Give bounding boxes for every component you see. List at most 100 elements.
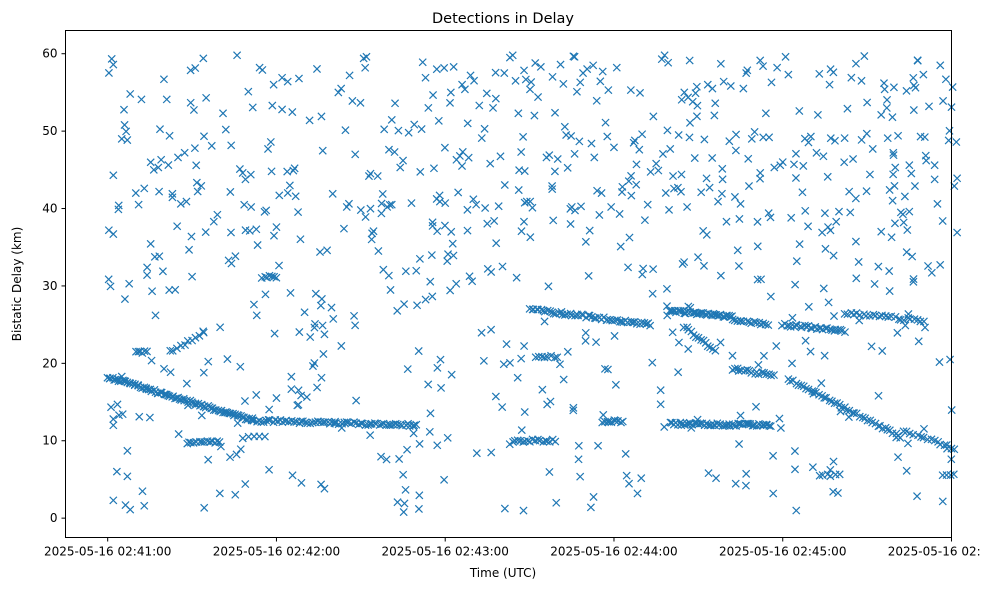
scatter-point bbox=[890, 219, 899, 228]
scatter-point bbox=[716, 338, 725, 347]
scatter-point bbox=[604, 86, 613, 95]
scatter-point bbox=[487, 448, 496, 457]
scatter-point bbox=[766, 213, 775, 222]
scatter-point bbox=[678, 259, 687, 268]
scatter-point bbox=[652, 159, 661, 168]
scatter-point bbox=[428, 218, 437, 227]
scatter-point bbox=[830, 399, 839, 408]
scatter-point bbox=[788, 313, 797, 322]
scatter-point bbox=[948, 83, 957, 92]
scatter-point bbox=[232, 450, 241, 459]
scatter-point bbox=[728, 315, 737, 324]
scatter-point bbox=[649, 112, 658, 121]
scatter-point bbox=[820, 393, 829, 402]
scatter-point bbox=[154, 163, 163, 172]
scatter-point bbox=[883, 95, 892, 104]
scatter-point bbox=[891, 163, 900, 172]
scatter-point bbox=[577, 202, 586, 211]
scatter-point bbox=[393, 498, 402, 507]
scatter-point bbox=[421, 295, 430, 304]
scatter-point bbox=[517, 148, 526, 157]
scatter-point bbox=[396, 163, 405, 172]
scatter-point bbox=[534, 93, 543, 102]
scatter-point bbox=[412, 420, 421, 429]
scatter-point bbox=[258, 65, 267, 75]
scatter-point bbox=[799, 161, 808, 170]
scatter-point bbox=[328, 189, 337, 198]
scatter-point bbox=[894, 131, 903, 140]
scatter-point bbox=[624, 263, 633, 272]
y-tick-label: 60 bbox=[42, 47, 57, 61]
scatter-point bbox=[146, 239, 155, 248]
scatter-point bbox=[550, 167, 559, 176]
scatter-point bbox=[824, 298, 833, 307]
scatter-point bbox=[291, 192, 300, 201]
scatter-point bbox=[424, 380, 433, 389]
scatter-point bbox=[168, 189, 177, 198]
scatter-point bbox=[447, 227, 456, 236]
scatter-point bbox=[637, 318, 646, 327]
scatter-point bbox=[546, 307, 555, 316]
scatter-point bbox=[938, 216, 947, 225]
y-tick-label: 0 bbox=[50, 511, 58, 525]
scatter-point bbox=[735, 439, 744, 449]
scatter-point bbox=[663, 126, 672, 135]
scatter-point bbox=[349, 418, 359, 427]
scatter-point bbox=[433, 363, 442, 372]
scatter-point bbox=[683, 202, 692, 212]
scatter-point bbox=[676, 418, 685, 427]
scatter-point bbox=[410, 421, 419, 430]
scatter-point bbox=[502, 340, 511, 349]
scatter-point bbox=[863, 98, 872, 107]
y-tick-label: 30 bbox=[42, 279, 57, 293]
scatter-point bbox=[227, 141, 236, 150]
scatter-point bbox=[692, 112, 701, 121]
scatter-point bbox=[889, 170, 898, 179]
scatter-point bbox=[857, 76, 866, 85]
scatter-point bbox=[868, 144, 877, 153]
scatter-point bbox=[829, 457, 838, 466]
scatter-point bbox=[395, 454, 404, 463]
y-tick-label: 10 bbox=[42, 434, 57, 448]
scatter-point bbox=[248, 414, 257, 423]
scatter-point bbox=[477, 134, 486, 143]
scatter-point bbox=[567, 131, 576, 141]
scatter-point bbox=[611, 416, 620, 425]
scatter-point bbox=[415, 491, 424, 500]
scatter-point bbox=[550, 353, 559, 362]
scatter-point bbox=[295, 328, 304, 337]
scatter-point bbox=[787, 359, 797, 368]
scatter-point bbox=[851, 194, 860, 203]
scatter-point bbox=[498, 403, 507, 412]
scatter-point bbox=[576, 472, 585, 481]
scatter-point bbox=[446, 286, 455, 295]
scatter-point bbox=[855, 316, 864, 325]
scatter-point bbox=[165, 131, 174, 140]
scatter-point bbox=[521, 75, 530, 84]
scatter-point bbox=[215, 438, 224, 447]
scatter-point bbox=[155, 125, 165, 134]
scatter-point bbox=[180, 148, 189, 157]
scatter-point bbox=[736, 317, 745, 326]
scatter-point bbox=[809, 389, 818, 398]
scatter-point bbox=[252, 225, 261, 234]
scatter-point bbox=[584, 271, 593, 280]
scatter-point bbox=[804, 138, 813, 147]
scatter-point bbox=[917, 432, 926, 441]
scatter-point bbox=[440, 63, 449, 72]
scatter-point bbox=[499, 360, 508, 369]
scatter-point bbox=[880, 85, 889, 94]
scatter-point bbox=[910, 315, 919, 324]
scatter-point bbox=[143, 271, 152, 280]
scatter-point bbox=[694, 253, 703, 262]
scatter-point bbox=[329, 314, 338, 323]
scatter-point bbox=[113, 400, 122, 409]
scatter-point bbox=[630, 136, 639, 145]
scatter-point bbox=[676, 187, 686, 196]
scatter-point bbox=[192, 161, 201, 170]
scatter-point bbox=[743, 365, 752, 374]
scatter-point bbox=[320, 330, 329, 339]
scatter-point bbox=[543, 306, 552, 315]
scatter-point bbox=[191, 399, 200, 408]
scatter-point bbox=[305, 116, 314, 125]
